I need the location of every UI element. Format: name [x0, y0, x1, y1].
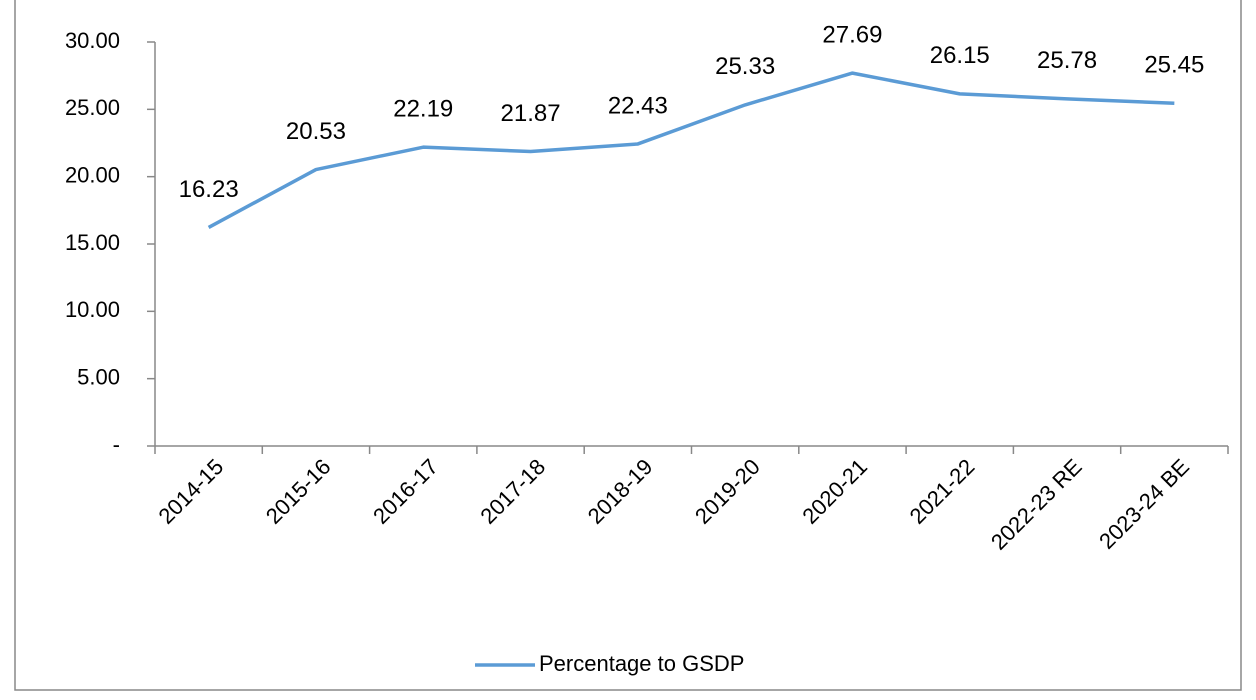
y-tick-label: 25.00: [65, 95, 120, 120]
y-tick-label: 10.00: [65, 297, 120, 322]
x-tick-label: 2023-24 BE: [1094, 454, 1194, 554]
y-tick-label: 15.00: [65, 230, 120, 255]
data-label: 22.43: [608, 92, 668, 119]
x-tick-label: 2021-22: [905, 454, 980, 529]
y-tick-label: -: [113, 432, 120, 457]
y-tick-label: 5.00: [77, 364, 120, 389]
y-tick-label: 30.00: [65, 28, 120, 53]
chart-border: [14, 0, 1242, 691]
data-label: 22.19: [393, 96, 453, 123]
data-label: 21.87: [501, 100, 561, 127]
x-tick-label: 2016-17: [368, 454, 443, 529]
x-tick-label: 2020-21: [797, 454, 872, 529]
data-label: 25.78: [1037, 47, 1097, 74]
x-tick-label: 2019-20: [690, 454, 765, 529]
data-line: [207, 71, 1175, 229]
data-label: 16.23: [179, 176, 239, 203]
x-tick-label: 2014-15: [154, 454, 229, 529]
data-label: 20.53: [286, 118, 346, 145]
x-tick-label: 2018-19: [583, 454, 658, 529]
legend-label: Percentage to GSDP: [539, 651, 744, 676]
data-label: 25.33: [715, 53, 775, 80]
data-label: 26.15: [930, 42, 990, 69]
data-label: 27.69: [822, 21, 882, 48]
y-tick-label: 20.00: [65, 162, 120, 187]
data-label: 25.45: [1144, 52, 1204, 79]
x-tick-label: 2015-16: [261, 454, 336, 529]
x-tick-label: 2022-23 RE: [986, 454, 1087, 555]
x-tick-label: 2017-18: [475, 454, 550, 529]
